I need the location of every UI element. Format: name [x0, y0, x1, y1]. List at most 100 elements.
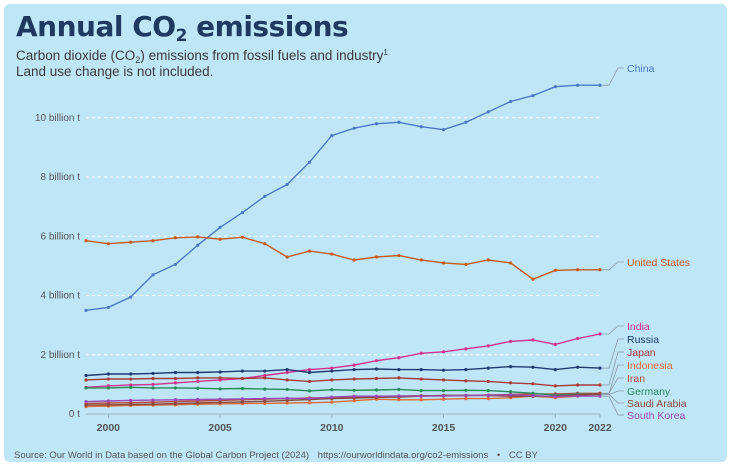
data-point	[330, 366, 334, 370]
footnote-marker[interactable]: 1	[383, 48, 388, 57]
data-point	[173, 236, 177, 240]
series-line	[85, 393, 601, 406]
data-point	[330, 378, 334, 382]
data-point	[129, 240, 133, 244]
data-point	[598, 83, 602, 87]
series-end-label: Indonesia	[627, 360, 673, 372]
data-point	[531, 338, 535, 342]
data-point	[151, 398, 155, 402]
data-point	[509, 390, 513, 394]
subtitle-line-1: Carbon dioxide (CO2) emissions from foss…	[16, 48, 388, 65]
subtitle-line-1b: ) emissions from fossil fuels and indust…	[140, 48, 384, 63]
data-point	[151, 273, 155, 277]
series-end-label: Saudi Arabia	[627, 398, 687, 410]
label-leader-line	[602, 261, 624, 271]
series-end-label: Russia	[627, 334, 659, 346]
data-point	[352, 394, 356, 398]
data-point	[598, 366, 602, 370]
data-point	[263, 376, 267, 380]
data-point	[129, 383, 133, 387]
data-point	[173, 381, 177, 385]
page-title: Annual CO2 emissions	[16, 10, 349, 45]
data-point	[196, 397, 200, 402]
data-point	[173, 402, 177, 406]
subtitle-line-2: Land use change is not included.	[16, 64, 214, 79]
source-text: Source: Our World in Data based on the G…	[14, 450, 310, 461]
title-suffix: emissions	[186, 10, 349, 43]
data-point	[285, 401, 289, 405]
series-end-label: South Korea	[627, 410, 686, 422]
data-point	[285, 255, 289, 259]
data-point	[397, 356, 401, 360]
data-point	[598, 332, 602, 336]
data-point	[263, 373, 267, 378]
data-point	[553, 384, 557, 388]
data-point	[441, 389, 446, 393]
data-point	[218, 376, 222, 380]
series-line	[85, 392, 601, 408]
y-tick-label: 8 billion t	[41, 172, 81, 183]
data-point	[464, 347, 468, 351]
data-point	[218, 237, 222, 241]
data-point	[330, 400, 334, 404]
label-leader-line	[602, 325, 624, 335]
source-url-link[interactable]: https://ourworldindata.org/co2-emissions	[317, 450, 489, 461]
data-point	[397, 367, 401, 372]
data-point	[285, 370, 289, 375]
data-point	[263, 396, 267, 401]
data-point	[486, 344, 490, 348]
data-point	[352, 399, 356, 403]
line-chart: 0 t 2 billion t 4 billion t 6 billion t 8 bi…	[35, 63, 690, 434]
label-leader-line	[602, 67, 624, 86]
data-point	[330, 252, 334, 256]
series-end-label: United States	[627, 257, 690, 269]
data-point	[441, 397, 446, 401]
data-point	[374, 255, 379, 259]
data-point	[307, 160, 312, 164]
data-point	[531, 365, 535, 369]
data-point	[374, 122, 379, 126]
series-line	[85, 377, 600, 387]
data-point	[240, 369, 245, 373]
y-tick-label: 6 billion t	[41, 231, 81, 242]
data-point	[486, 389, 490, 393]
data-point	[330, 395, 334, 399]
series-line	[85, 236, 600, 280]
data-point	[464, 120, 468, 124]
data-point	[419, 367, 423, 372]
series-end-label: Iran	[627, 373, 645, 385]
data-point	[196, 379, 200, 384]
data-point	[553, 394, 557, 399]
data-point	[307, 367, 312, 372]
subtitle-line-1a: Carbon dioxide (CO	[16, 48, 136, 63]
data-point	[106, 386, 110, 390]
data-point	[419, 351, 423, 355]
chart-card: Annual CO2 emissions Carbon dioxide (CO2…	[4, 4, 727, 462]
data-point	[531, 394, 535, 398]
y-tick-label: 10 billion t	[35, 113, 80, 124]
data-point	[598, 383, 602, 387]
data-point	[106, 399, 110, 403]
data-point	[218, 397, 222, 401]
data-point	[129, 398, 133, 402]
data-point	[374, 359, 379, 363]
x-tick-label: 2000	[97, 422, 121, 434]
data-point	[441, 394, 446, 398]
data-point	[218, 370, 222, 374]
label-leader-line	[602, 338, 624, 369]
data-point	[397, 253, 401, 258]
data-point	[151, 382, 155, 386]
data-point	[352, 126, 356, 130]
data-point	[307, 379, 312, 384]
data-point	[173, 398, 177, 402]
data-point	[486, 110, 490, 114]
data-point	[576, 268, 580, 272]
data-point	[106, 377, 110, 381]
data-point	[598, 268, 602, 272]
data-point	[531, 391, 535, 395]
license-link[interactable]: CC BY	[508, 450, 538, 461]
data-point	[330, 133, 334, 138]
data-point	[553, 85, 557, 89]
data-point	[509, 393, 513, 397]
series-line	[85, 333, 601, 388]
